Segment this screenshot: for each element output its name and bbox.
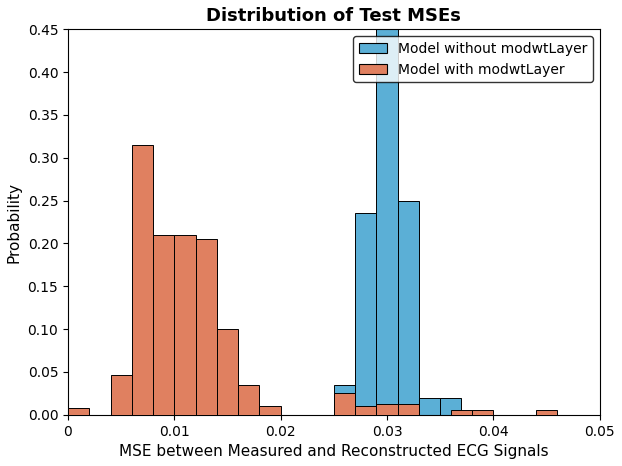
Title: Distribution of Test MSEs: Distribution of Test MSEs <box>207 7 462 25</box>
Bar <box>153 235 174 415</box>
Bar <box>334 393 355 415</box>
Bar <box>536 411 557 415</box>
Bar <box>397 404 419 415</box>
Bar <box>376 29 397 415</box>
Bar <box>472 411 493 415</box>
Bar <box>259 406 281 415</box>
Bar <box>334 385 355 415</box>
Bar <box>376 404 397 415</box>
Bar <box>174 235 195 415</box>
Bar <box>217 329 238 415</box>
Bar <box>355 406 376 415</box>
Bar <box>419 397 440 415</box>
Bar <box>440 397 462 415</box>
Bar <box>451 411 472 415</box>
Legend: Model without modwtLayer, Model with modwtLayer: Model without modwtLayer, Model with mod… <box>353 36 593 82</box>
Bar <box>132 145 153 415</box>
Bar <box>195 239 217 415</box>
Bar <box>238 385 259 415</box>
Bar <box>68 408 89 415</box>
Y-axis label: Probability: Probability <box>7 182 22 262</box>
Bar <box>111 376 132 415</box>
X-axis label: MSE between Measured and Reconstructed ECG Signals: MSE between Measured and Reconstructed E… <box>119 444 549 459</box>
Bar <box>397 200 419 415</box>
Bar <box>355 213 376 415</box>
